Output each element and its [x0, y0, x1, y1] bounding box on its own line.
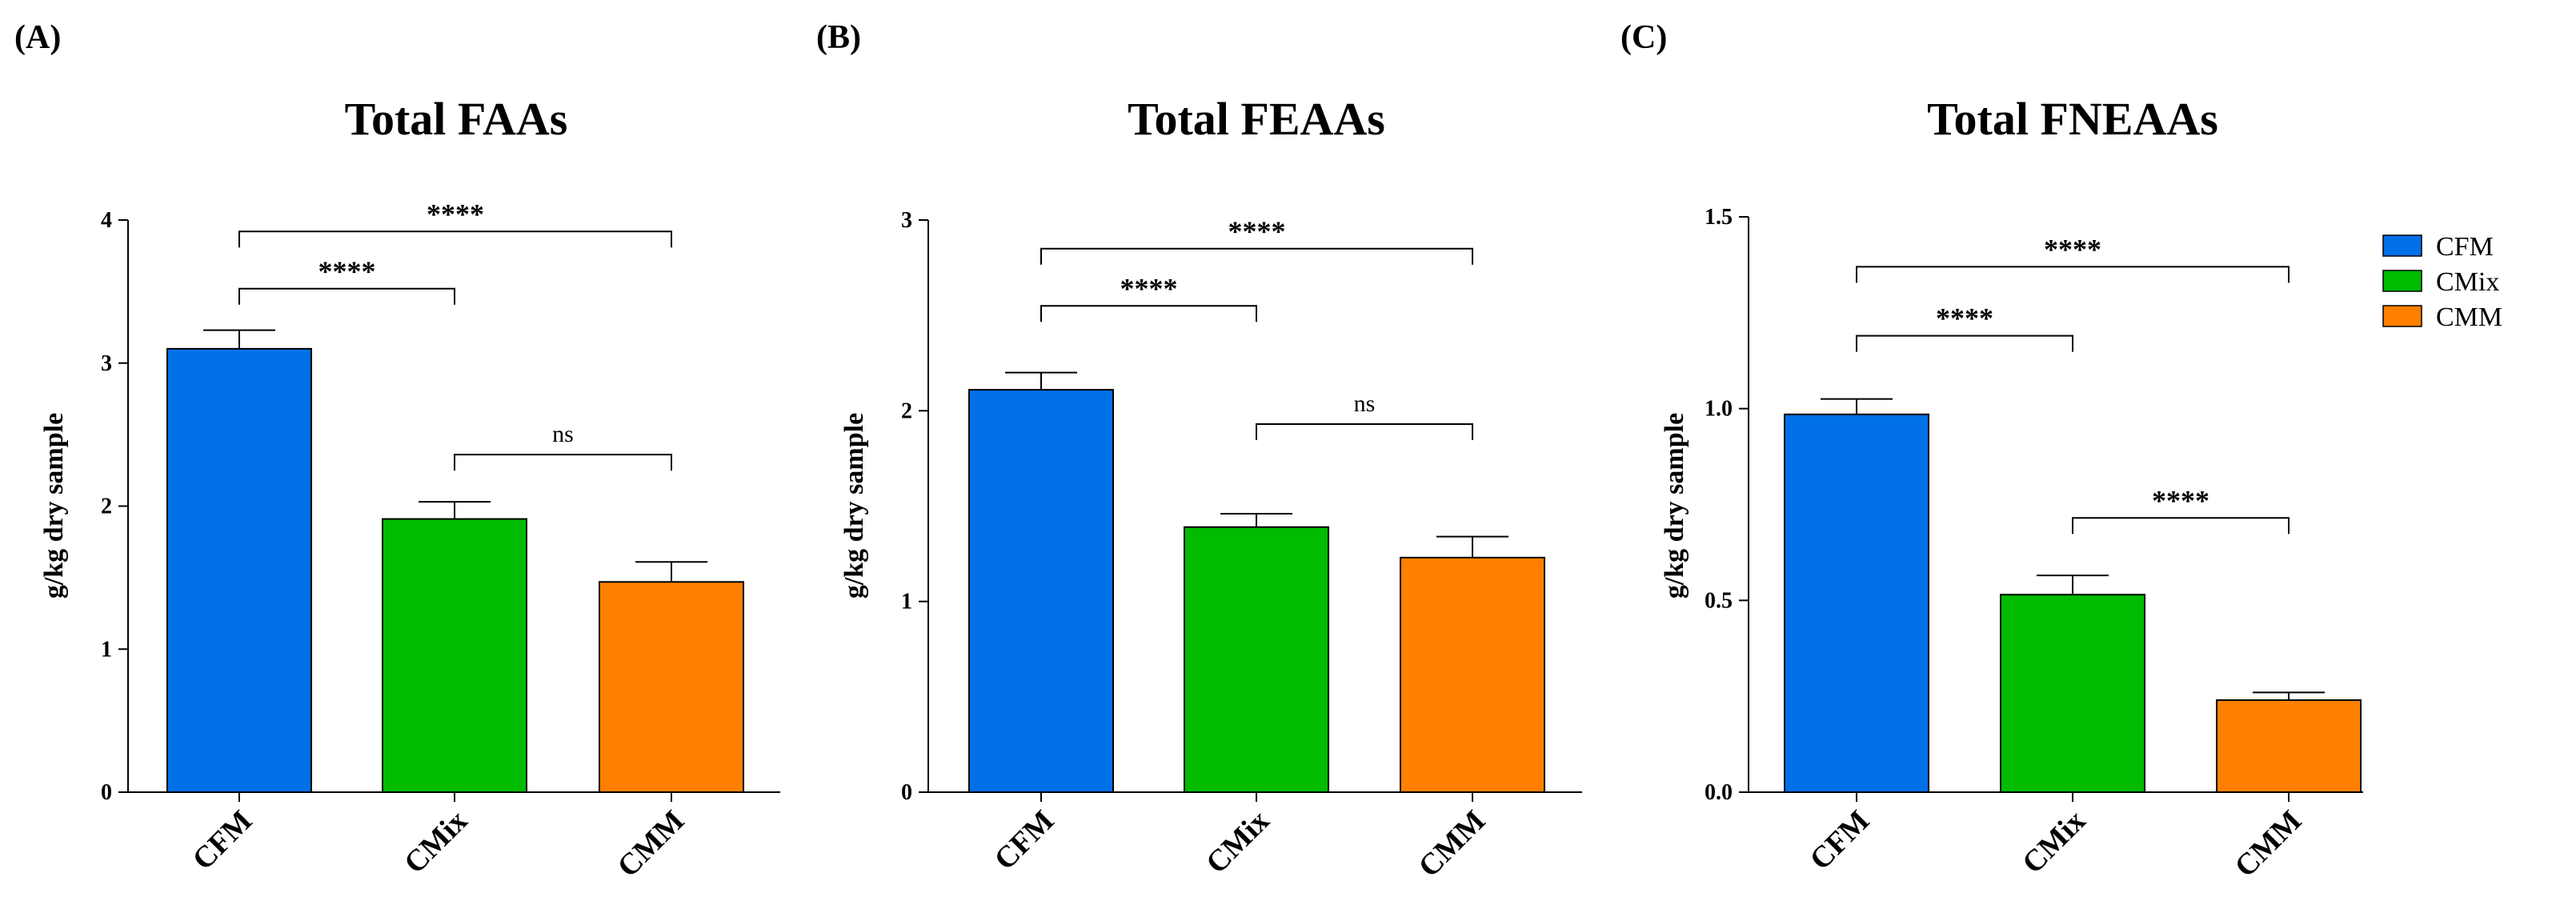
y-axis-label: g/kg dry sample [839, 413, 869, 599]
bar-cmix [2000, 594, 2145, 793]
panel-label: (C) [1621, 19, 1667, 56]
legend: CFM CMix CMM [2382, 232, 2502, 332]
y-axis-label: g/kg dry sample [1660, 413, 1689, 599]
significance-bracket [1040, 305, 1257, 322]
bar-cmix [382, 518, 527, 794]
legend-swatch-cmix [2382, 270, 2422, 292]
bar-cmm [1400, 556, 1545, 793]
legend-label-cfm: CFM [2436, 232, 2494, 262]
significance-label: **** [427, 198, 484, 230]
bar-cmm [2216, 699, 2362, 794]
x-tick-label-cmm: CMM [1412, 804, 1492, 884]
legend-label-cmix: CMix [2436, 267, 2499, 297]
y-tick-label: 1 [901, 590, 912, 615]
chart-title: Total FNEAAs [1927, 93, 2218, 145]
significance-bracket [1040, 247, 1473, 265]
x-tick-label-cmm: CMM [611, 804, 691, 884]
y-tick-label: 3 [901, 208, 912, 233]
significance-label: **** [318, 255, 376, 287]
significance-bracket [1856, 334, 2073, 352]
significance-bracket [1256, 423, 1473, 441]
y-tick-label: 1.0 [1705, 397, 1733, 422]
panel-label: (A) [14, 19, 61, 56]
y-tick-label: 0.0 [1705, 780, 1733, 805]
y-tick-label: 0.5 [1705, 588, 1733, 613]
significance-label: **** [1120, 272, 1178, 304]
panels: (A) Total FAAs g/kg dry sample 0 1 2 3 4 CFM CMix… [14, 19, 2363, 884]
bar-cmix [1184, 526, 1329, 793]
significance-bracket [2072, 517, 2290, 535]
legend-swatch-cfm [2382, 234, 2422, 257]
bar-cfm [968, 389, 1114, 793]
panel-a: (A) Total FAAs g/kg dry sample 0 1 2 3 4 CFM CMix… [14, 19, 780, 884]
y-tick-label: 4 [101, 208, 112, 233]
legend-swatch-cmm [2382, 305, 2422, 327]
y-tick-label: 0 [101, 780, 112, 805]
y-axis-label: g/kg dry sample [39, 413, 69, 599]
y-tick-label: 1 [101, 637, 112, 662]
chart-title: Total FEAAs [1128, 93, 1385, 145]
x-tick-label-cmix: CMix [398, 804, 474, 880]
significance-label: **** [2044, 233, 2101, 265]
y-tick-label: 2 [901, 398, 912, 423]
significance-label: **** [1228, 215, 1286, 247]
significance-label: ns [1354, 390, 1376, 417]
significance-label: ns [552, 421, 574, 447]
significance-label: **** [1936, 302, 1993, 334]
significance-label: **** [2152, 484, 2209, 516]
significance-bracket [238, 230, 672, 248]
x-tick-label-cmm: CMM [2229, 804, 2309, 884]
y-tick-label: 2 [101, 495, 112, 519]
y-tick-label: 0 [901, 780, 912, 805]
y-tick-label: 1.5 [1705, 205, 1733, 230]
y-tick-label: 3 [101, 351, 112, 376]
significance-bracket [454, 454, 672, 471]
panel-label: (B) [816, 19, 861, 56]
bar-cfm [166, 347, 312, 793]
chart-title: Total FAAs [345, 93, 568, 145]
bar-cmm [599, 581, 744, 793]
bar-cfm [1784, 413, 1929, 794]
x-tick-label-cmix: CMix [2016, 804, 2092, 880]
significance-bracket [238, 287, 455, 305]
panel-b: (B) Total FEAAs g/kg dry sample 0 1 2 3 CFM CMix… [816, 19, 1582, 884]
x-tick-label-cfm: CFM [186, 804, 258, 877]
significance-bracket [1856, 266, 2290, 283]
x-tick-label-cfm: CFM [988, 804, 1060, 877]
x-tick-label-cmix: CMix [1200, 804, 1276, 880]
legend-label-cmm: CMM [2436, 302, 2502, 332]
panel-c: (C) Total FNEAAs g/kg dry sample 0.0 0.5 1.0 1… [1621, 19, 2363, 884]
x-tick-label-cfm: CFM [1803, 804, 1876, 877]
